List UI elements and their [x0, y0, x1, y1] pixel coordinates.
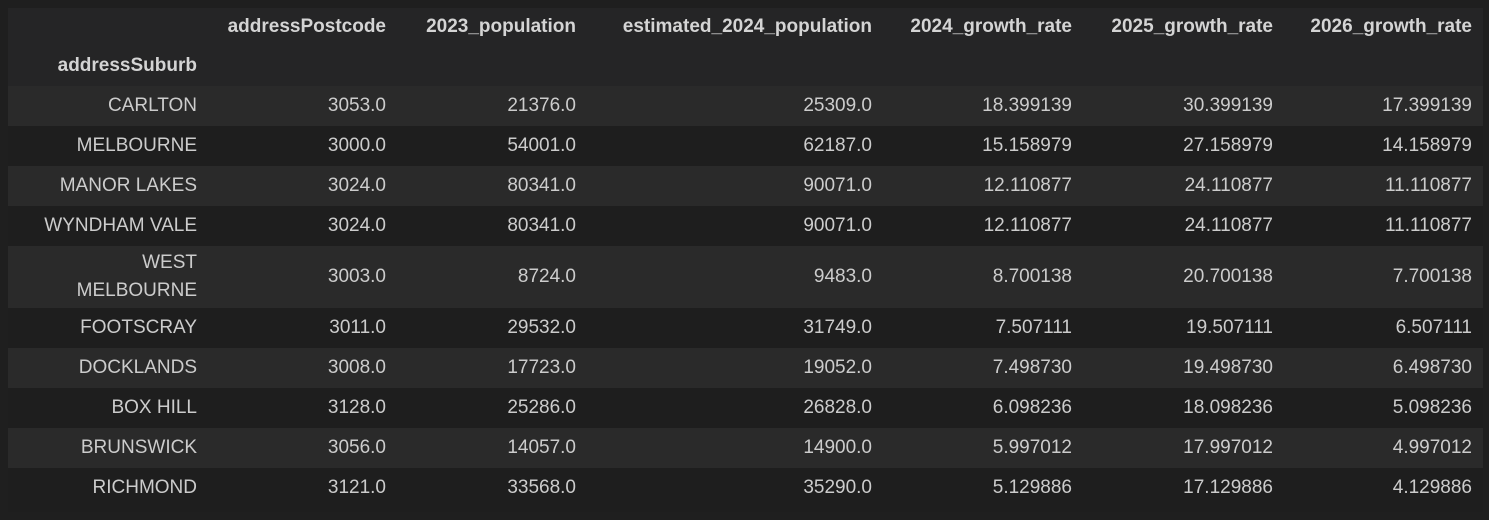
table-row: FOOTSCRAY 3011.0 29532.0 31749.0 7.50711…: [8, 308, 1483, 348]
table-cell: 3121.0: [327, 477, 386, 498]
table-cell: 21376.0: [507, 95, 576, 116]
table-cell: 14.158979: [1382, 135, 1472, 156]
table-cell: 7.700138: [1392, 266, 1472, 287]
dataframe-table: addressPostcode 2023_population estimate…: [8, 8, 1483, 508]
column-header-row: addressPostcode 2023_population estimate…: [8, 8, 1483, 45]
table-cell: 7.498730: [992, 357, 1072, 378]
empty-header-cell: [883, 45, 1083, 86]
table-cell: 24.110877: [1184, 175, 1273, 196]
index-name-row: addressSuburb: [8, 45, 1483, 86]
table-cell: 12.110877: [983, 215, 1072, 236]
row-index: BRUNSWICK: [80, 437, 197, 458]
table-cell: 29532.0: [507, 317, 576, 338]
row-index: WYNDHAM VALE: [44, 215, 197, 236]
table-cell: 3011.0: [329, 317, 386, 338]
table-cell: 26828.0: [803, 397, 872, 418]
table-cell: 17.399139: [1382, 95, 1472, 116]
table-cell: 14057.0: [507, 437, 576, 458]
table-cell: 80341.0: [507, 175, 576, 196]
table-cell: 6.507111: [1395, 317, 1472, 338]
row-index: CARLTON: [107, 95, 197, 116]
table-cell: 3003.0: [327, 266, 386, 287]
table-cell: 27.158979: [1183, 135, 1273, 156]
table-cell: 35290.0: [803, 477, 872, 498]
row-index: BOX HILL: [111, 397, 197, 418]
table-cell: 12.110877: [983, 175, 1072, 196]
table-cell: 31749.0: [803, 317, 872, 338]
table-row: MELBOURNE 3000.0 54001.0 62187.0 15.1589…: [8, 126, 1483, 166]
index-name-header: addressSuburb: [8, 45, 208, 86]
table-cell: 14900.0: [803, 437, 872, 458]
row-index: WEST MELBOURNE: [76, 252, 197, 301]
table-cell: 3056.0: [327, 437, 386, 458]
column-header: 2026_growth_rate: [1284, 8, 1483, 45]
table-row: RICHMOND 3121.0 33568.0 35290.0 5.129886…: [8, 468, 1483, 508]
table-row: WEST MELBOURNE 3003.0 8724.0 9483.0 8.70…: [8, 246, 1483, 308]
table-cell: 19.507111: [1186, 317, 1273, 338]
dataframe-output: addressPostcode 2023_population estimate…: [8, 8, 1483, 512]
table-cell: 3128.0: [327, 397, 386, 418]
table-cell: 20.700138: [1183, 266, 1273, 287]
table-cell: 9483.0: [813, 266, 872, 287]
table-cell: 24.110877: [1184, 215, 1273, 236]
table-cell: 90071.0: [803, 175, 872, 196]
table-cell: 3008.0: [327, 357, 386, 378]
table-cell: 4.129886: [1392, 477, 1472, 498]
table-cell: 90071.0: [803, 215, 872, 236]
table-cell: 5.098236: [1392, 397, 1472, 418]
table-cell: 4.997012: [1392, 437, 1472, 458]
table-cell: 80341.0: [507, 215, 576, 236]
empty-header-cell: [1083, 45, 1284, 86]
table-row: CARLTON 3053.0 21376.0 25309.0 18.399139…: [8, 86, 1483, 126]
table-cell: 6.098236: [992, 397, 1072, 418]
empty-header-cell: [587, 45, 883, 86]
column-header: 2023_population: [397, 8, 587, 45]
table-cell: 3053.0: [327, 95, 386, 116]
table-row: MANOR LAKES 3024.0 80341.0 90071.0 12.11…: [8, 166, 1483, 206]
table-cell: 5.997012: [992, 437, 1072, 458]
empty-header-cell: [208, 45, 397, 86]
table-cell: 25286.0: [507, 397, 576, 418]
column-header: estimated_2024_population: [587, 8, 883, 45]
table-cell: 17.129886: [1183, 477, 1273, 498]
blank-corner-cell: [8, 8, 208, 45]
empty-header-cell: [397, 45, 587, 86]
table-cell: 17723.0: [507, 357, 576, 378]
table-cell: 17.997012: [1183, 437, 1273, 458]
row-index: MELBOURNE: [76, 135, 197, 156]
table-cell: 8724.0: [517, 266, 576, 287]
table-row: WYNDHAM VALE 3024.0 80341.0 90071.0 12.1…: [8, 206, 1483, 246]
row-index: RICHMOND: [92, 477, 198, 498]
table-cell: 62187.0: [803, 135, 872, 156]
table-row: BRUNSWICK 3056.0 14057.0 14900.0 5.99701…: [8, 428, 1483, 468]
table-row: BOX HILL 3128.0 25286.0 26828.0 6.098236…: [8, 388, 1483, 428]
table-cell: 18.098236: [1183, 397, 1273, 418]
table-cell: 30.399139: [1183, 95, 1273, 116]
table-cell: 3024.0: [327, 175, 386, 196]
table-cell: 25309.0: [803, 95, 872, 116]
column-header: addressPostcode: [208, 8, 397, 45]
table-cell: 54001.0: [507, 135, 576, 156]
table-cell: 7.507111: [995, 317, 1072, 338]
table-cell: 8.700138: [992, 266, 1072, 287]
row-index: FOOTSCRAY: [80, 317, 197, 338]
table-cell: 19.498730: [1183, 357, 1273, 378]
table-cell: 3024.0: [327, 215, 386, 236]
empty-header-cell: [1284, 45, 1483, 86]
column-header: 2024_growth_rate: [883, 8, 1083, 45]
row-index: DOCKLANDS: [78, 357, 197, 378]
table-cell: 11.110877: [1385, 175, 1472, 196]
table-cell: 6.498730: [1392, 357, 1472, 378]
table-cell: 15.158979: [982, 135, 1072, 156]
table-cell: 33568.0: [507, 477, 576, 498]
table-cell: 5.129886: [992, 477, 1072, 498]
table-cell: 3000.0: [327, 135, 386, 156]
table-row: DOCKLANDS 3008.0 17723.0 19052.0 7.49873…: [8, 348, 1483, 388]
row-index: MANOR LAKES: [59, 175, 197, 196]
table-cell: 11.110877: [1385, 215, 1472, 236]
table-cell: 18.399139: [982, 95, 1072, 116]
column-header: 2025_growth_rate: [1083, 8, 1284, 45]
table-cell: 19052.0: [803, 357, 872, 378]
